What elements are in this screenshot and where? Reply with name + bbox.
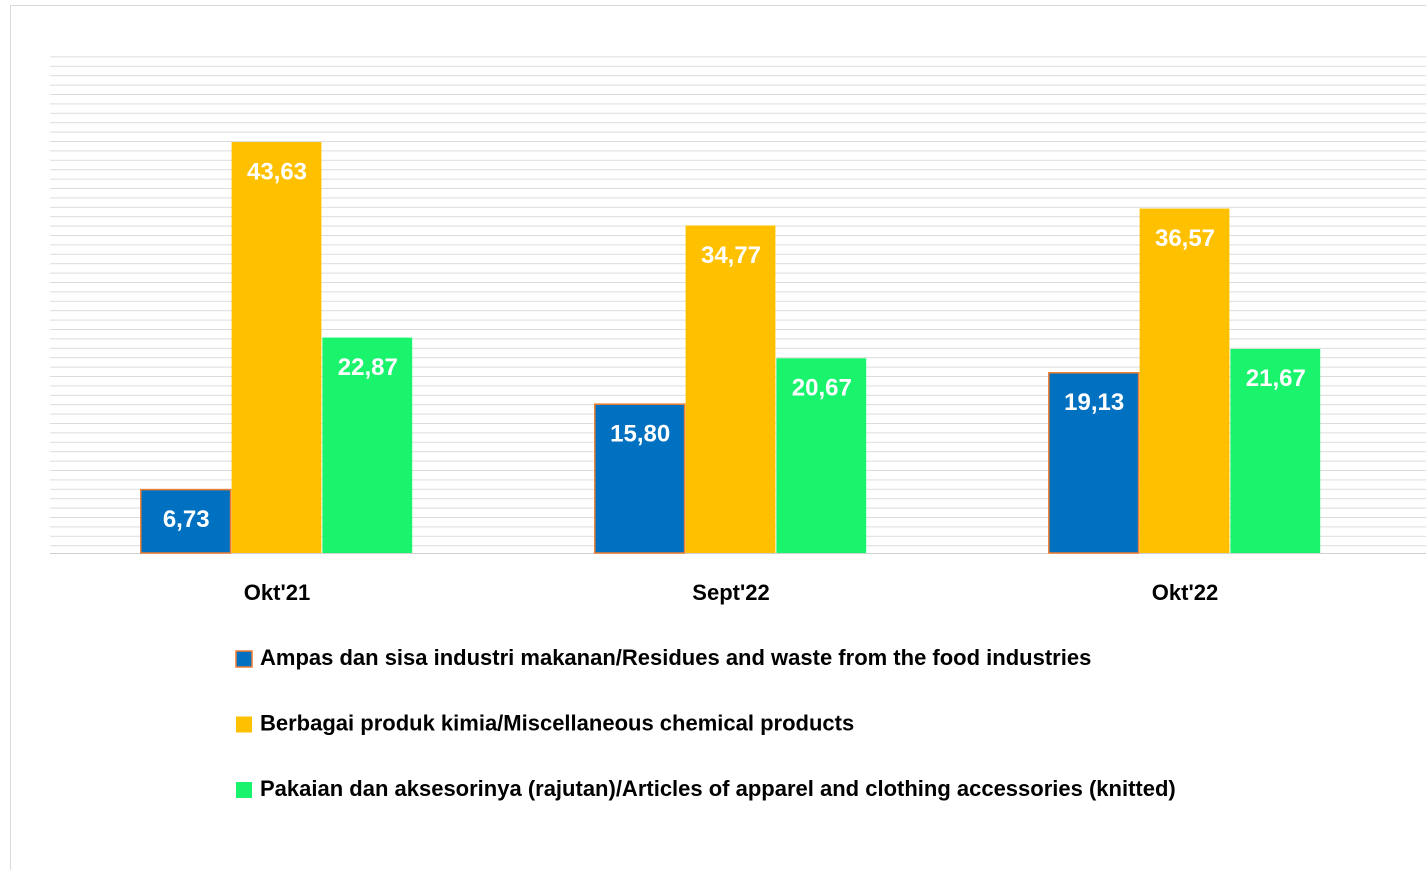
bar <box>1230 348 1321 553</box>
bar <box>231 142 322 554</box>
data-label: 15,80 <box>610 421 670 448</box>
data-label: 20,67 <box>792 375 852 402</box>
data-label: 36,57 <box>1155 225 1215 252</box>
data-label: 19,13 <box>1064 389 1124 416</box>
frame <box>10 5 1426 870</box>
legend-label: Ampas dan sisa industri makanan/Residues… <box>260 645 1091 670</box>
bar <box>322 337 413 553</box>
data-label: 34,77 <box>701 242 761 269</box>
bar <box>685 225 776 553</box>
x-tick-label: Okt'22 <box>1152 580 1218 605</box>
legend-swatch <box>236 782 252 798</box>
legend-label: Pakaian dan aksesorinya (rajutan)/Articl… <box>260 776 1176 801</box>
bar <box>1048 372 1140 554</box>
data-label: 43,63 <box>247 158 307 185</box>
bar <box>594 403 686 554</box>
data-label: 6,73 <box>163 506 210 533</box>
data-label: 21,67 <box>1246 365 1306 392</box>
legend-swatch <box>235 650 253 668</box>
bar <box>776 358 867 553</box>
legend-swatch <box>236 716 252 733</box>
x-tick-label: Sept'22 <box>692 580 769 605</box>
x-tick-label: Okt'21 <box>244 580 310 605</box>
bar <box>1139 208 1230 553</box>
bar <box>140 488 232 554</box>
legend-label: Berbagai produk kimia/Miscellaneous chem… <box>260 710 854 735</box>
data-label: 22,87 <box>338 354 398 381</box>
